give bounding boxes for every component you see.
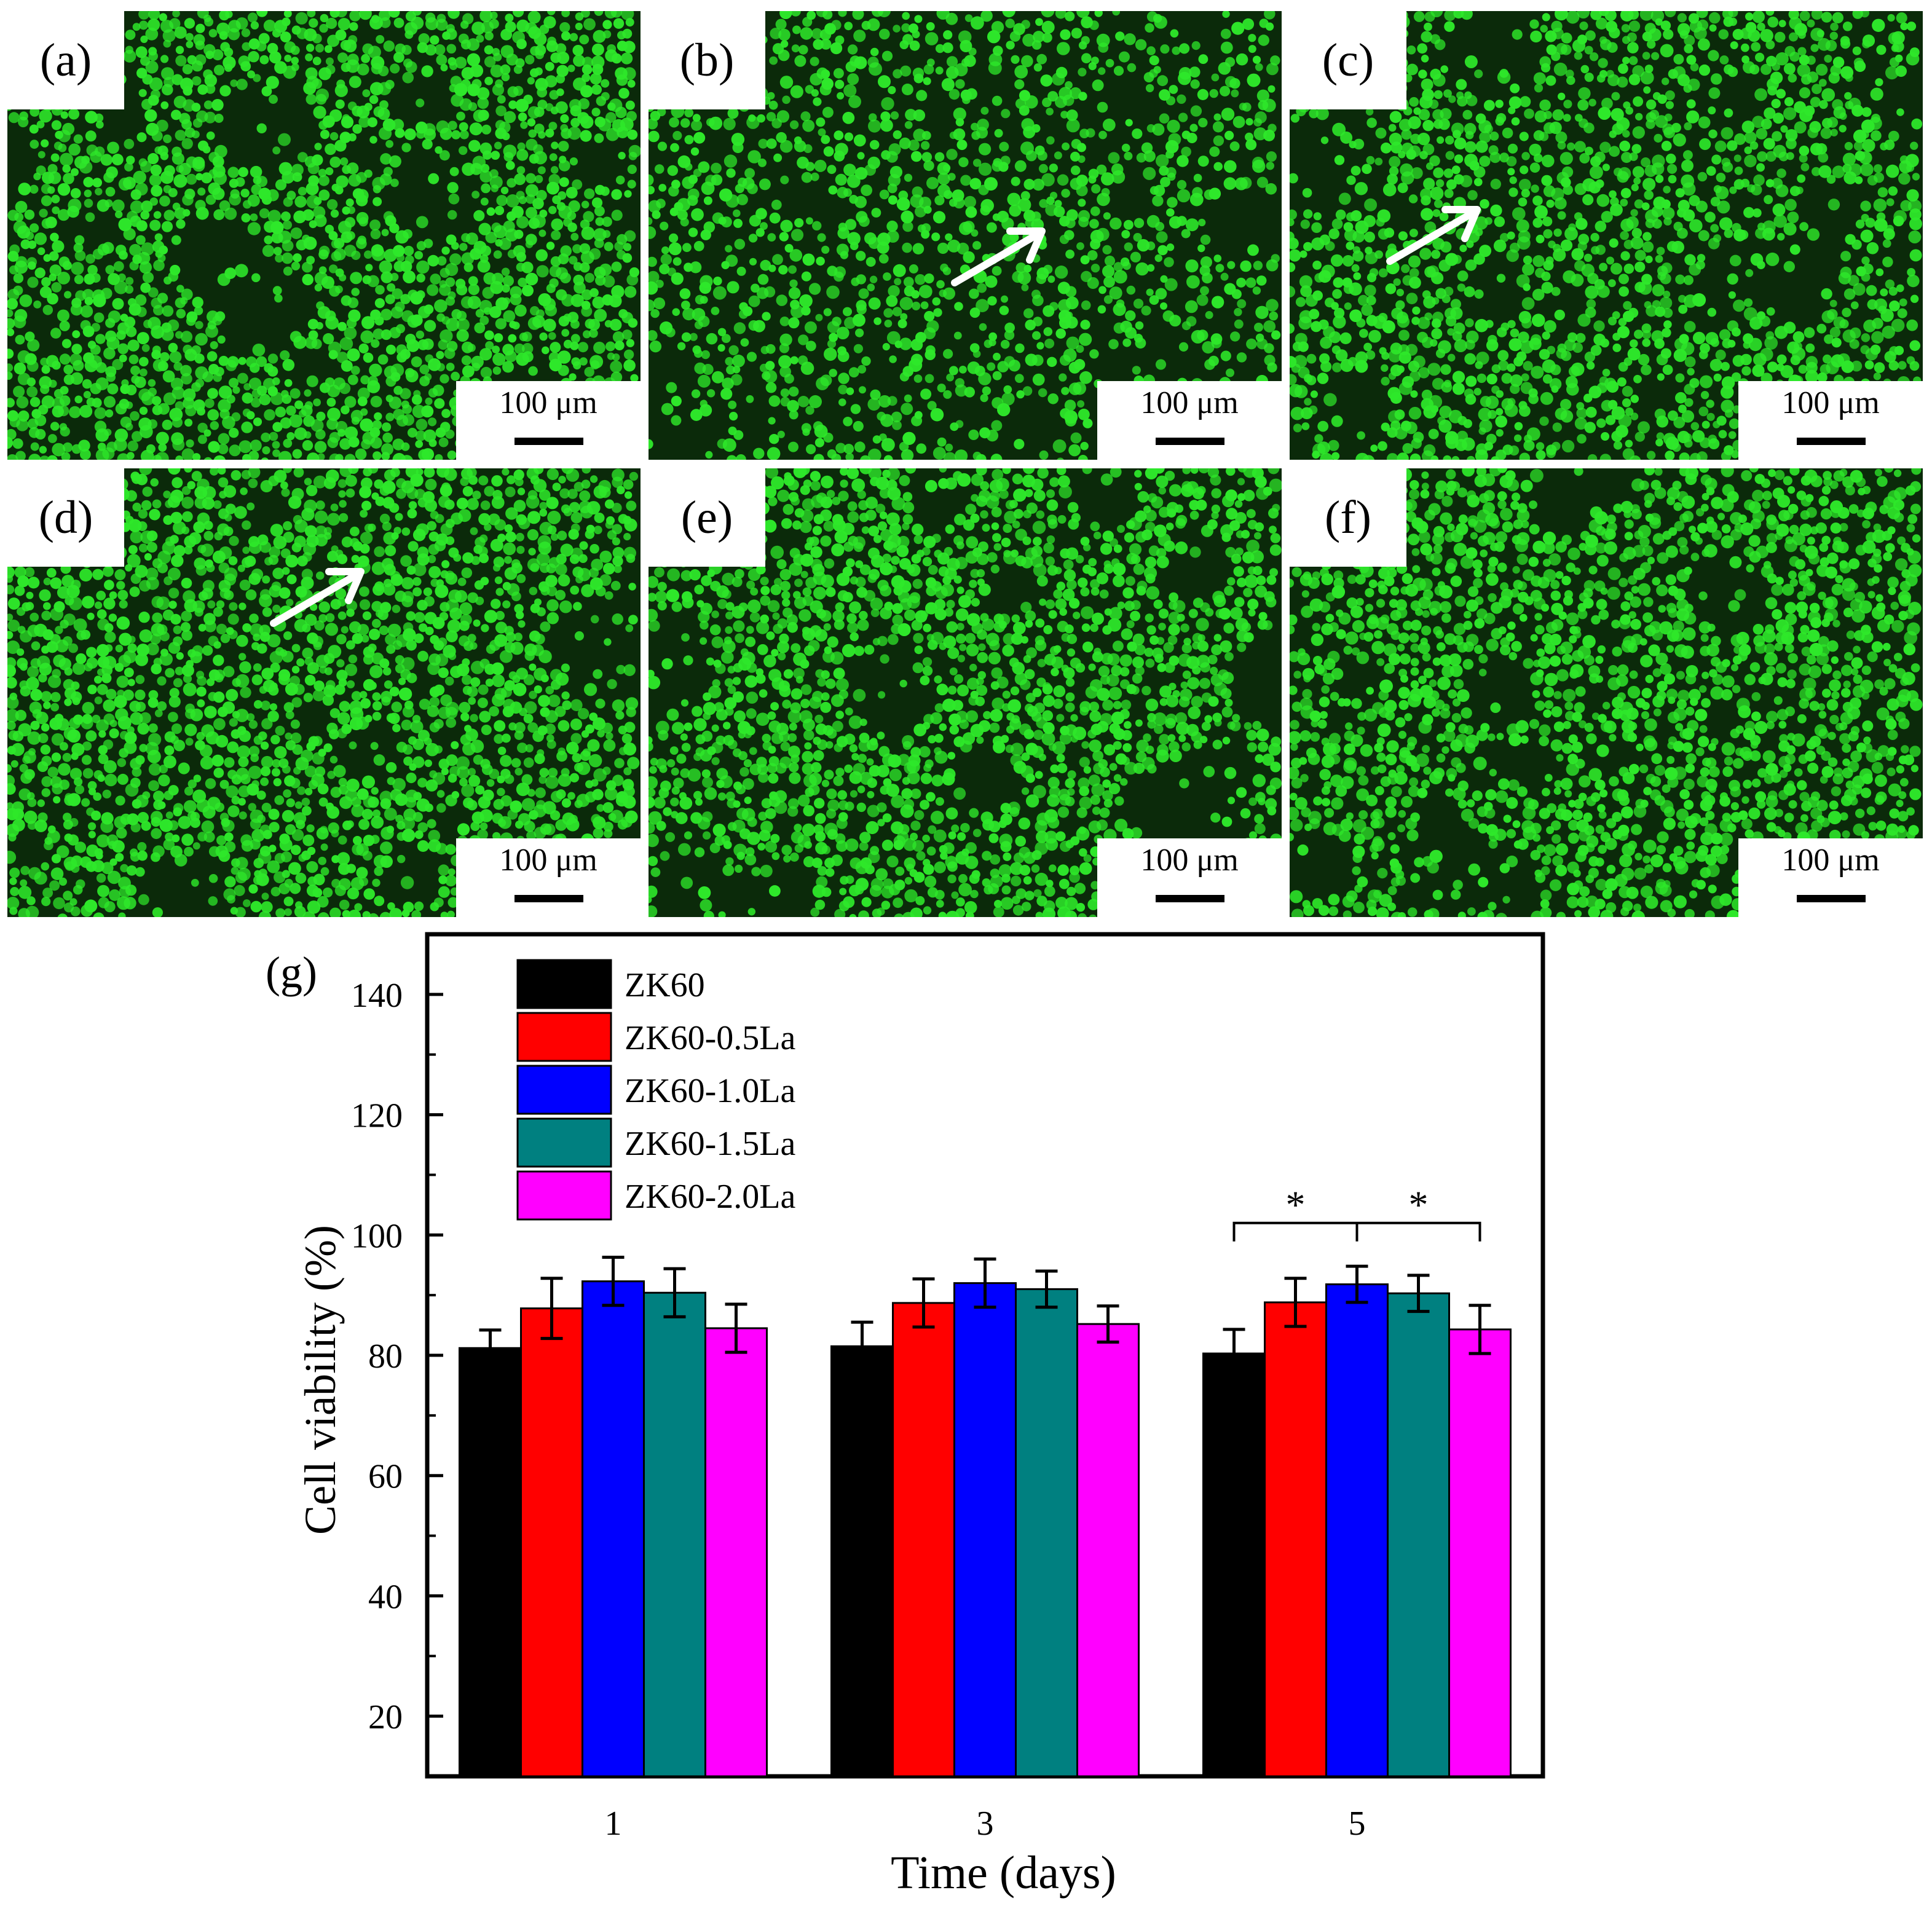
- arrow-icon: [1386, 206, 1481, 265]
- bar: [830, 1345, 894, 1778]
- panel-a: (a) 100 μm: [7, 11, 641, 460]
- significance-marker: *: [1409, 1183, 1429, 1227]
- panel-c: (c) 100 μm: [1290, 11, 1923, 460]
- legend-swatch: [516, 1117, 612, 1168]
- panel-label: (c): [1290, 11, 1406, 109]
- scale-bar: 100 μm: [1738, 838, 1923, 917]
- y-tick-label: 20: [368, 1698, 403, 1736]
- x-tick-label: 5: [1349, 1805, 1366, 1843]
- bar: [1076, 1323, 1140, 1778]
- scale-bar-label: 100 μm: [1781, 843, 1880, 878]
- legend-label: ZK60-2.0La: [625, 1178, 796, 1216]
- scale-bar-line: [1156, 438, 1224, 445]
- panel-label: (a): [7, 11, 124, 109]
- bar: [953, 1282, 1017, 1778]
- panel-label: (b): [649, 11, 765, 109]
- significance-marker: *: [1286, 1183, 1306, 1227]
- scale-bar-line: [1797, 895, 1866, 902]
- legend-swatch: [516, 1012, 612, 1062]
- panel-label: (e): [649, 468, 765, 567]
- scale-bar-line: [1797, 438, 1866, 445]
- bar: [459, 1347, 522, 1778]
- bar: [1015, 1288, 1078, 1778]
- bar: [1325, 1283, 1389, 1778]
- panel-b: (b) 100 μm: [649, 11, 1282, 460]
- bar: [1387, 1292, 1450, 1778]
- scale-bar-line: [515, 438, 583, 445]
- panel-e: (e) 100 μm: [649, 468, 1282, 917]
- panel-f: (f) 100 μm: [1290, 468, 1923, 917]
- bar: [1448, 1328, 1512, 1778]
- scale-bar-label: 100 μm: [1140, 843, 1239, 878]
- y-tick-label: 140: [351, 977, 403, 1015]
- bar: [704, 1327, 768, 1778]
- y-tick-label: 60: [368, 1458, 403, 1496]
- scale-bar-label: 100 μm: [499, 385, 597, 420]
- scale-bar-label: 100 μm: [499, 843, 597, 878]
- legend-swatch: [516, 1065, 612, 1115]
- panel-label: (f): [1290, 468, 1406, 567]
- panel-d: (d) 100 μm: [7, 468, 641, 917]
- legend-label: ZK60: [625, 966, 705, 1004]
- y-tick-label: 100: [351, 1217, 403, 1255]
- arrow-icon: [270, 568, 365, 627]
- legend-swatch: [516, 959, 612, 1009]
- y-tick-label: 40: [368, 1578, 403, 1616]
- legend-label: ZK60-1.0La: [625, 1072, 796, 1110]
- panel-label: (g): [266, 948, 317, 997]
- y-axis-label: Cell viability (%): [296, 1225, 345, 1535]
- y-tick-label: 80: [368, 1337, 403, 1376]
- bar: [582, 1280, 645, 1778]
- scale-bar: 100 μm: [1097, 838, 1282, 917]
- x-tick-label: 3: [977, 1805, 994, 1843]
- scale-bar: 100 μm: [456, 381, 641, 460]
- x-axis-label: Time (days): [891, 1847, 1116, 1899]
- bar: [1264, 1301, 1327, 1778]
- panel-label: (d): [7, 468, 124, 567]
- scale-bar: 100 μm: [1738, 381, 1923, 460]
- cell-viability-chart: (g) 20 40 60 80 100 120 140 Cell viability (%) Ti…: [266, 932, 1545, 1899]
- y-tick-label: 120: [351, 1097, 403, 1135]
- legend-label: ZK60-0.5La: [625, 1019, 796, 1057]
- legend-label: ZK60-1.5La: [625, 1125, 796, 1163]
- x-tick-label: 1: [605, 1805, 622, 1843]
- scale-bar-line: [515, 895, 583, 902]
- scale-bar-line: [1156, 895, 1224, 902]
- bar: [892, 1302, 955, 1778]
- scale-bar-label: 100 μm: [1781, 385, 1880, 420]
- arrow-icon: [951, 227, 1046, 286]
- bar: [643, 1291, 706, 1778]
- scale-bar-label: 100 μm: [1140, 385, 1239, 420]
- scale-bar: 100 μm: [456, 838, 641, 917]
- legend-swatch: [516, 1170, 612, 1221]
- bar: [1202, 1352, 1266, 1778]
- scale-bar: 100 μm: [1097, 381, 1282, 460]
- bar: [520, 1307, 583, 1778]
